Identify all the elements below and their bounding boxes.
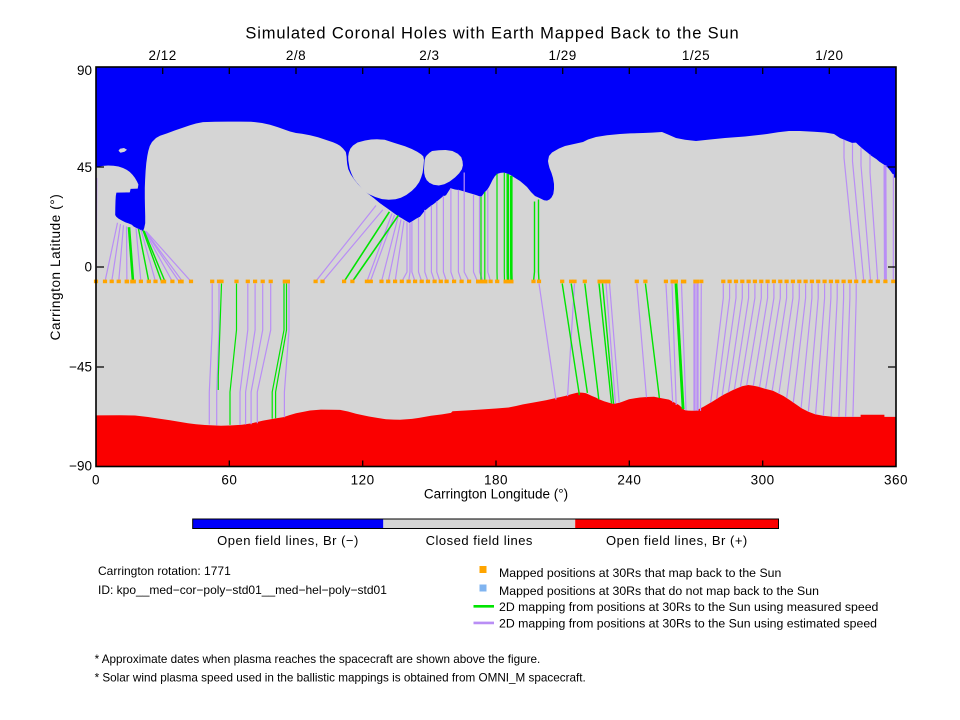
svg-text:180: 180 — [484, 473, 508, 488]
svg-text:Open field lines, Br (+): Open field lines, Br (+) — [606, 533, 748, 548]
svg-text:240: 240 — [617, 473, 641, 488]
svg-text:−90: −90 — [69, 459, 92, 474]
svg-text:Carrington Latitude (°): Carrington Latitude (°) — [48, 194, 63, 341]
svg-text:300: 300 — [751, 473, 775, 488]
svg-text:360: 360 — [884, 473, 908, 488]
svg-text:120: 120 — [351, 473, 375, 488]
svg-text:Carrington Longitude (°): Carrington Longitude (°) — [424, 487, 568, 502]
svg-text:90: 90 — [77, 63, 92, 78]
svg-text:Simulated Coronal Holes with E: Simulated Coronal Holes with Earth Mappe… — [245, 25, 739, 43]
svg-text:1/29: 1/29 — [549, 48, 577, 63]
svg-text:Mapped positions at 30Rs that: Mapped positions at 30Rs that do not map… — [499, 584, 819, 598]
svg-text:60: 60 — [221, 473, 237, 488]
svg-text:2D mapping from positions at 3: 2D mapping from positions at 30Rs to the… — [499, 600, 879, 614]
svg-text:ID: kpo__med−cor−poly−std01__m: ID: kpo__med−cor−poly−std01__med−hel−pol… — [98, 583, 387, 597]
svg-text:Open field lines, Br (−): Open field lines, Br (−) — [217, 533, 359, 548]
svg-text:−45: −45 — [69, 360, 92, 375]
svg-text:* Solar wind plasma speed used: * Solar wind plasma speed used in the ba… — [95, 672, 586, 685]
svg-text:2/12: 2/12 — [149, 48, 177, 63]
svg-text:* Approximate dates when plasm: * Approximate dates when plasma reaches … — [95, 653, 541, 666]
svg-text:45: 45 — [77, 160, 92, 175]
svg-text:2D mapping from positions at 3: 2D mapping from positions at 30Rs to the… — [499, 616, 877, 630]
svg-text:Closed field lines: Closed field lines — [426, 533, 533, 548]
svg-text:Carrington rotation: 1771: Carrington rotation: 1771 — [98, 564, 231, 578]
svg-text:1/25: 1/25 — [682, 48, 710, 63]
svg-text:0: 0 — [84, 260, 92, 275]
svg-text:2/3: 2/3 — [419, 48, 439, 63]
svg-text:2/8: 2/8 — [286, 48, 306, 63]
svg-text:Mapped positions at 30Rs that: Mapped positions at 30Rs that map back t… — [499, 566, 781, 580]
svg-text:1/20: 1/20 — [815, 48, 843, 63]
svg-text:0: 0 — [92, 473, 100, 488]
